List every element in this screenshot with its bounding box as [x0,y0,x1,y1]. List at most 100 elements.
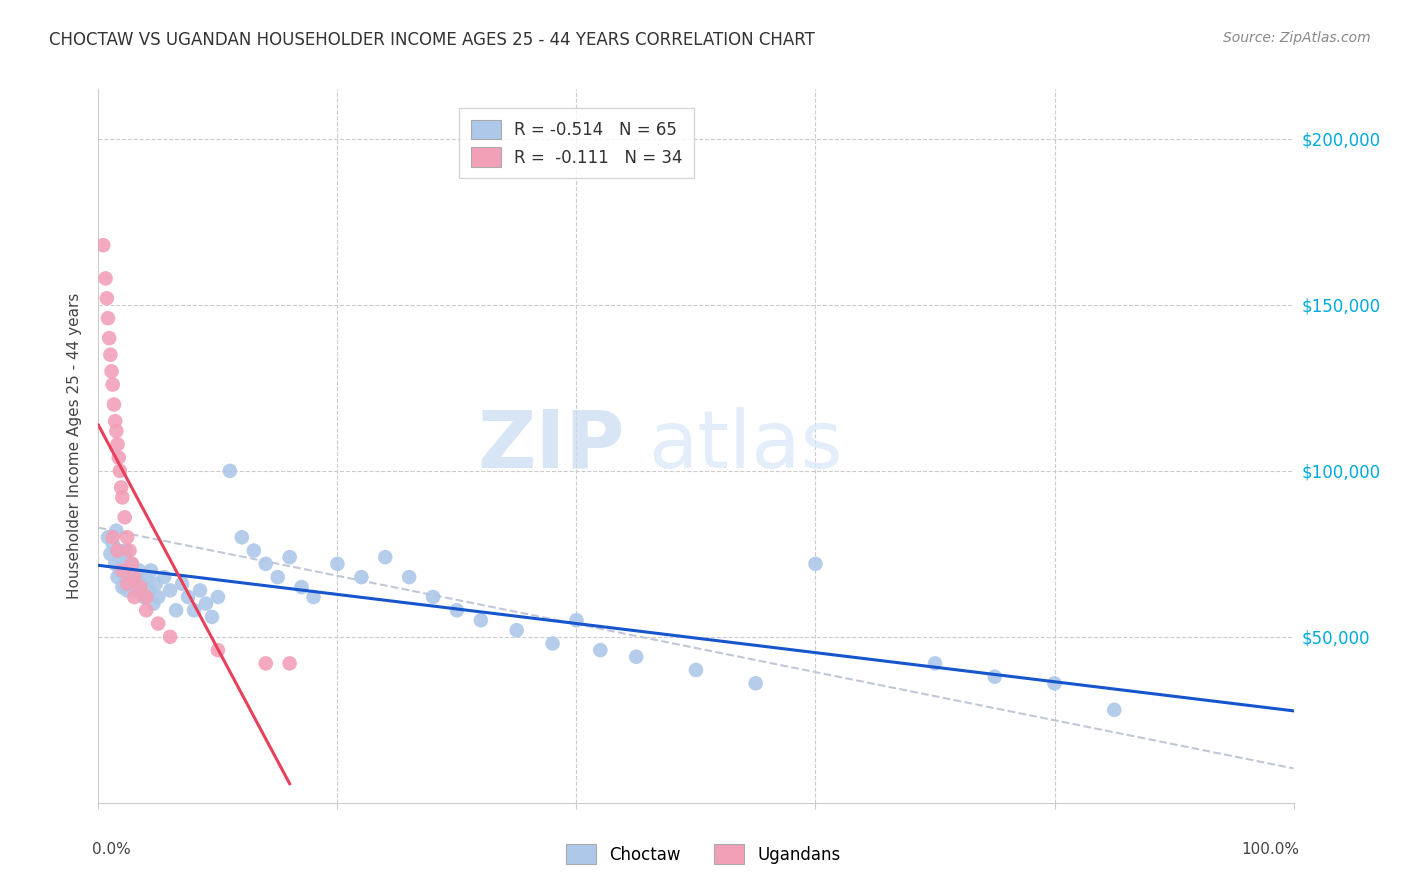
Point [165,603,187,617]
Point [115,530,138,544]
Point [124,570,146,584]
Point [117,564,139,578]
Point [745,676,768,690]
Point [101,537,124,551]
Point [110,550,132,565]
Point [135,570,157,584]
Point [589,643,612,657]
Point [422,590,444,604]
Point [139,564,162,578]
Point [1104,703,1126,717]
Point [104,557,127,571]
Point [105,424,128,438]
Text: 100.0%: 100.0% [1241,842,1299,857]
Point [118,543,141,558]
Point [124,590,146,604]
Legend: Choctaw, Ugandans: Choctaw, Ugandans [560,838,846,871]
Text: Source: ZipAtlas.com: Source: ZipAtlas.com [1223,31,1371,45]
Point [1043,676,1066,690]
Point [254,557,277,571]
Point [111,564,134,578]
Point [135,590,157,604]
Point [685,663,707,677]
Point [142,597,165,611]
Point [115,543,138,558]
Text: CHOCTAW VS UGANDAN HOUSEHOLDER INCOME AGES 25 - 44 YEARS CORRELATION CHART: CHOCTAW VS UGANDAN HOUSEHOLDER INCOME AG… [49,31,815,49]
Point [326,557,349,571]
Point [98,348,122,362]
Point [148,616,170,631]
Point [207,643,229,657]
Point [565,613,588,627]
Point [98,331,121,345]
Point [302,590,325,604]
Point [159,630,181,644]
Point [135,603,157,617]
Point [108,564,131,578]
Point [97,530,120,544]
Point [267,570,290,584]
Point [350,570,373,584]
Point [105,524,128,538]
Point [177,590,200,604]
Point [132,590,155,604]
Point [107,570,129,584]
Point [145,576,167,591]
Point [100,364,122,378]
Point [148,590,170,604]
Point [91,238,114,252]
Point [103,397,125,411]
Point [107,437,129,451]
Point [96,291,118,305]
Point [924,657,946,671]
Point [125,583,148,598]
Point [111,580,134,594]
Point [129,580,152,594]
Point [153,570,176,584]
Point [107,450,129,465]
Point [115,583,138,598]
Point [804,557,827,571]
Point [114,510,136,524]
Point [112,557,135,571]
Point [94,271,117,285]
Point [195,597,218,611]
Point [111,491,134,505]
Point [121,557,143,571]
Point [254,657,277,671]
Point [278,550,301,565]
Point [121,557,143,571]
Point [101,530,124,544]
Legend: R = -0.514   N = 65, R =  -0.111   N = 34: R = -0.514 N = 65, R = -0.111 N = 34 [458,108,695,178]
Point [101,377,124,392]
Point [207,590,229,604]
Point [118,576,141,591]
Point [98,547,122,561]
Point [278,657,301,671]
Y-axis label: Householder Income Ages 25 - 44 years: Householder Income Ages 25 - 44 years [67,293,83,599]
Point [291,580,314,594]
Point [188,583,211,598]
Point [114,570,136,584]
Point [128,564,150,578]
Point [183,603,205,617]
Point [107,543,129,558]
Point [626,649,648,664]
Point [446,603,468,617]
Point [104,414,127,428]
Point [172,576,194,591]
Point [108,464,131,478]
Point [984,670,1007,684]
Text: atlas: atlas [648,407,842,485]
Point [201,610,224,624]
Point [110,481,132,495]
Point [470,613,492,627]
Point [115,576,138,591]
Point [107,543,129,558]
Point [131,576,153,591]
Point [159,583,181,598]
Point [124,570,146,584]
Point [219,464,242,478]
Point [541,636,564,650]
Point [231,530,253,544]
